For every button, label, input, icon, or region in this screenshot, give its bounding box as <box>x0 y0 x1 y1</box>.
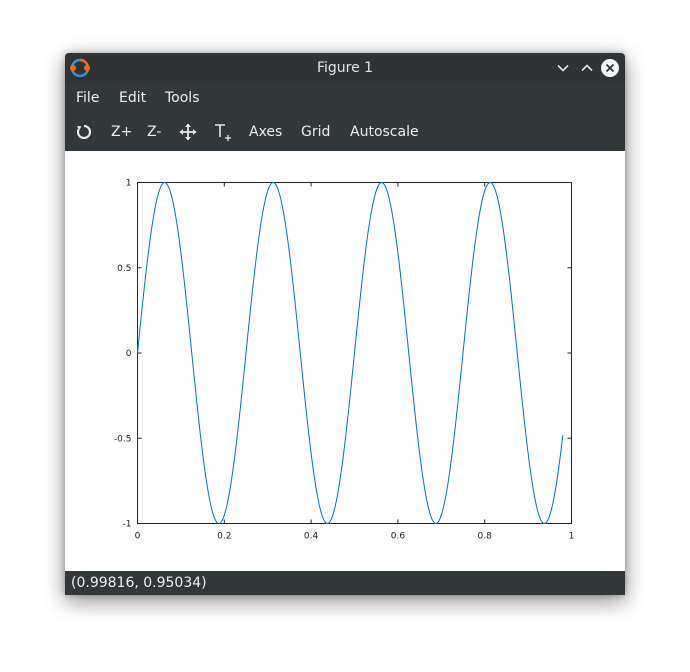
chevron-down-icon <box>557 64 569 72</box>
maximize-button[interactable] <box>577 58 597 78</box>
window-title: Figure 1 <box>316 60 374 76</box>
series-line <box>137 182 564 524</box>
title-bar[interactable]: Figure 1 <box>65 53 625 83</box>
zoom-in-button[interactable]: Z+ <box>111 124 133 140</box>
y-tick-label: 0.5 <box>117 264 131 274</box>
y-tick-label: 1 <box>126 179 132 189</box>
zoom-out-button[interactable]: Z- <box>147 124 162 140</box>
rotate-icon <box>76 124 92 140</box>
y-tick-label: 0 <box>126 349 132 359</box>
x-tick-label: 0.6 <box>391 532 406 542</box>
axes-button[interactable]: Axes <box>249 124 283 140</box>
menu-edit[interactable]: Edit <box>119 90 147 106</box>
x-tick-label: 0.2 <box>217 532 231 542</box>
x-axis-ticks: 0 0.2 0.4 0.6 0.8 1 <box>135 182 575 542</box>
insert-text-button[interactable] <box>213 113 233 151</box>
x-tick-label: 1 <box>569 532 575 542</box>
menu-file[interactable]: File <box>76 90 100 106</box>
minimize-button[interactable] <box>553 58 573 78</box>
pan-button[interactable] <box>179 113 197 151</box>
rotate-button[interactable] <box>75 113 93 151</box>
chevron-up-icon <box>581 64 593 72</box>
insert-text-icon <box>215 124 231 141</box>
figure-toolbar: Z+ Z- Axes Grid Autoscale <box>65 113 625 151</box>
menu-tools[interactable]: Tools <box>165 90 200 106</box>
figure-window: Figure 1 File Edit Tools <box>65 53 625 595</box>
y-tick-label: -1 <box>123 520 132 530</box>
x-tick-label: 0.8 <box>478 532 493 542</box>
close-icon <box>601 59 619 77</box>
octave-app-icon <box>70 58 90 78</box>
plot-canvas[interactable]: 0 0.2 0.4 0.6 0.8 1 -1 -0.5 0 0.5 1 <box>65 151 625 571</box>
pan-move-icon <box>179 123 197 141</box>
menu-bar: File Edit Tools <box>65 83 625 113</box>
x-tick-label: 0 <box>135 532 141 542</box>
y-axis-ticks: -1 -0.5 0 0.5 1 <box>114 179 572 530</box>
autoscale-button[interactable]: Autoscale <box>350 124 419 140</box>
line-plot[interactable]: 0 0.2 0.4 0.6 0.8 1 -1 -0.5 0 0.5 1 <box>65 151 625 571</box>
y-tick-label: -0.5 <box>114 434 132 444</box>
grid-button[interactable]: Grid <box>301 124 331 140</box>
status-bar: (0.99816, 0.95034) <box>65 571 625 595</box>
close-button[interactable] <box>600 58 620 78</box>
x-tick-label: 0.4 <box>304 532 319 542</box>
cursor-coordinates: (0.99816, 0.95034) <box>71 575 207 591</box>
